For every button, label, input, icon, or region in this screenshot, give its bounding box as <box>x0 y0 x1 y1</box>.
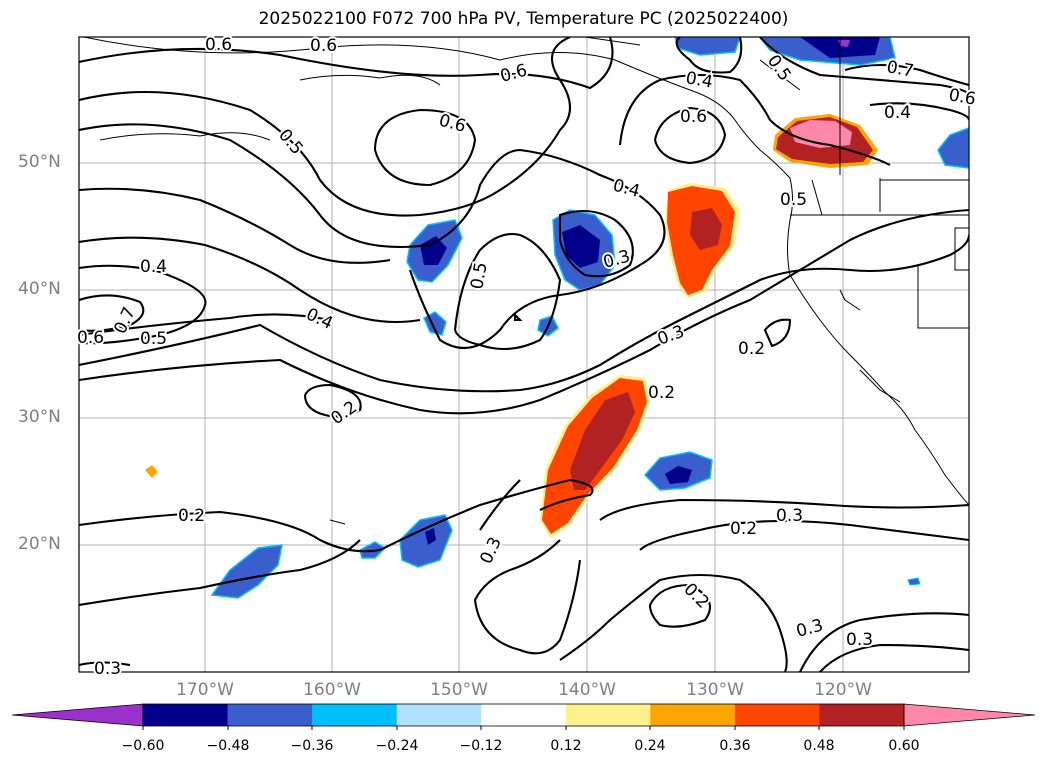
contour-label: 0.4 <box>611 176 642 202</box>
colorbar-extend-low <box>11 703 144 727</box>
colorbar-segment <box>396 704 482 726</box>
contour-label: 0.3 <box>794 616 825 642</box>
contour-label: 0.3 <box>655 322 687 350</box>
colorbar-tick-label: −0.48 <box>206 738 250 754</box>
contour-label: 0.6 <box>77 328 104 348</box>
contour-label: 0.7 <box>110 304 140 337</box>
colorbar-segment <box>565 704 651 726</box>
colorbar-tick-label: −0.24 <box>375 738 419 754</box>
colorbar-tick-label: 0.60 <box>888 738 920 754</box>
contour-label: 0.3 <box>846 630 873 650</box>
gridlines <box>79 37 969 672</box>
lon-label: 160°W <box>303 680 361 700</box>
colorbar-tick-label: 0.36 <box>719 738 751 754</box>
contour-label: 0.3 <box>776 506 803 526</box>
contour-label: 0.5 <box>140 329 167 349</box>
colorbar-segment <box>819 704 905 726</box>
colorbar-tick-label: 0.12 <box>550 738 582 754</box>
contour-label: 0.6 <box>310 36 337 56</box>
colorbar-tick-label: −0.12 <box>459 738 503 754</box>
contour-label: 0.6 <box>947 85 977 109</box>
plot-title: 2025022100 F072 700 hPa PV, Temperature … <box>258 9 789 29</box>
colorbar-extend-high <box>903 703 1036 727</box>
coastlines <box>81 37 969 525</box>
lon-label: 120°W <box>814 680 872 700</box>
lat-label: 30°N <box>18 407 61 427</box>
contour-label: 0.2 <box>178 506 205 526</box>
colorbar-segment <box>650 704 736 726</box>
contour-lines <box>79 37 969 672</box>
colorbar-segment <box>227 704 313 726</box>
colorbar-segment <box>734 704 820 726</box>
contour-label: 0.5 <box>467 261 491 291</box>
lat-label: 40°N <box>18 279 61 299</box>
colorbar-tick-label: 0.48 <box>803 738 835 754</box>
colorbar <box>11 703 1036 730</box>
colorbar-tick-label: 0.24 <box>634 738 666 754</box>
contour-label: 0.5 <box>780 190 807 210</box>
contour-label: 0.2 <box>648 383 675 403</box>
contour-label: 0.6 <box>498 61 529 87</box>
contour-label: 0.6 <box>680 107 707 127</box>
contour-label: 0.4 <box>303 304 336 334</box>
colorbar-tick-label: −0.36 <box>290 738 334 754</box>
contour-label: 0.3 <box>476 534 506 567</box>
plot-frame <box>78 36 970 673</box>
contour-label: 0.6 <box>205 35 232 55</box>
colorbar-tick-label: −0.60 <box>121 738 165 754</box>
contour-label: 0.4 <box>140 257 167 277</box>
lon-label: 130°W <box>686 680 744 700</box>
lon-label: 170°W <box>176 680 234 700</box>
lon-label: 140°W <box>558 680 616 700</box>
colorbar-segment <box>312 704 398 726</box>
contour-label: 0.3 <box>94 659 121 679</box>
contour-label: 0.2 <box>738 339 765 359</box>
colorbar-segment <box>481 704 567 726</box>
lat-label: 20°N <box>18 534 61 554</box>
lon-label: 150°W <box>430 680 488 700</box>
contour-label: 0.4 <box>884 103 911 123</box>
colorbar-segment <box>143 704 229 726</box>
shaded-temperature-regions <box>145 37 969 599</box>
contour-label: 0.6 <box>437 111 468 137</box>
contour-label: 0.2 <box>730 519 757 539</box>
lat-label: 50°N <box>18 152 61 172</box>
contour-label: 0.7 <box>885 57 915 81</box>
